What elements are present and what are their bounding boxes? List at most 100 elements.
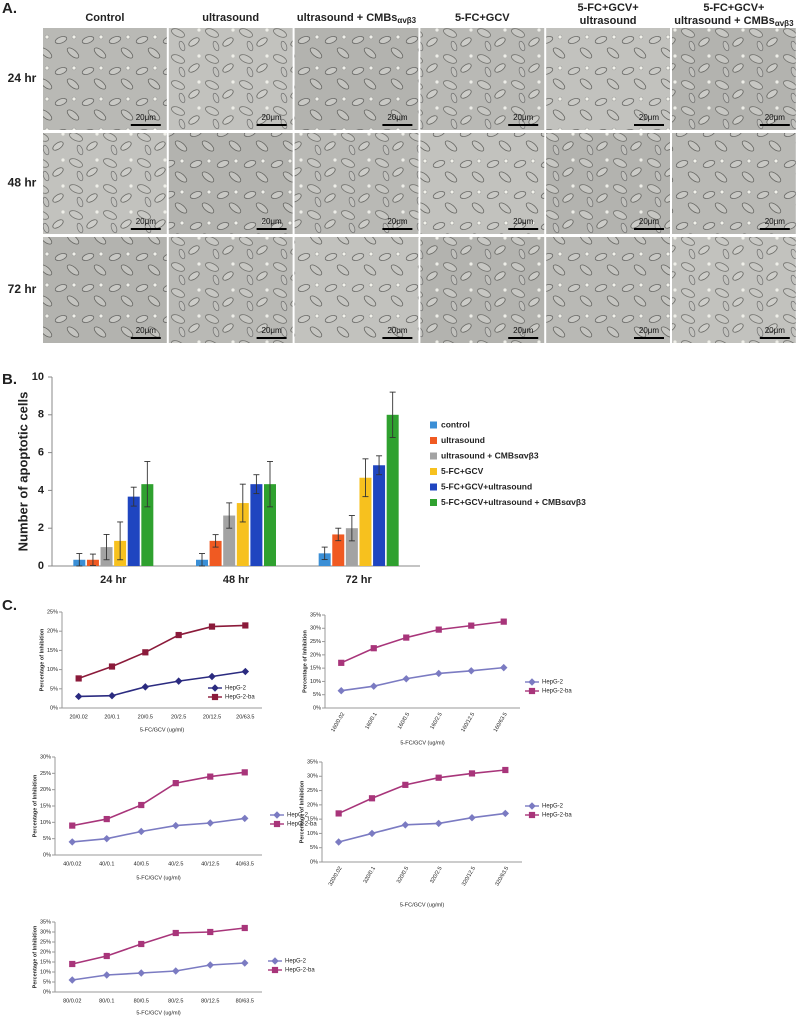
bar	[264, 484, 276, 566]
legend-swatch	[430, 437, 437, 444]
legend-label: HepG-2-ba	[287, 822, 317, 828]
micrograph-cells	[294, 28, 419, 130]
data-point	[500, 618, 507, 625]
row-label: 48 hr	[8, 176, 37, 190]
y-tick-label: 35%	[307, 759, 318, 765]
data-point	[138, 940, 145, 948]
header-text: ultrasound + CMBs	[297, 12, 398, 24]
scale-bar-label: 20μm	[262, 113, 283, 122]
y-tick-label: 20%	[40, 787, 51, 793]
column-header: ultrasound	[202, 12, 259, 24]
y-axis-label: Percentage of Inhibition	[302, 630, 308, 693]
y-tick-label: 10%	[310, 679, 321, 685]
x-tick-label: 160/63.5	[493, 712, 509, 734]
data-point	[338, 659, 345, 666]
x-tick-label: 80/0.02	[63, 998, 81, 1004]
panel-label: B.	[2, 371, 17, 388]
y-axis-label: Percentage of Inhibition	[32, 774, 38, 837]
data-point	[172, 929, 179, 937]
data-point	[108, 692, 116, 700]
column-header: ultrasound	[580, 15, 637, 27]
y-tick-label: 15%	[47, 648, 58, 654]
data-point	[402, 675, 410, 683]
header-text: 5-FC+GCV	[455, 12, 510, 24]
data-point	[103, 971, 111, 979]
scale-bar-label: 20μm	[387, 326, 408, 335]
data-point	[467, 667, 475, 675]
data-point	[103, 815, 110, 823]
y-tick-label: 5%	[43, 979, 51, 985]
legend-swatch	[430, 483, 437, 491]
x-tick-label: 160/0.1	[364, 712, 378, 731]
data-point	[241, 667, 250, 676]
data-point	[175, 631, 182, 639]
x-tick-label: 320/0.02	[328, 866, 344, 888]
data-point	[69, 822, 76, 829]
x-tick-label: 24 hr	[100, 574, 127, 586]
series-line	[72, 817, 245, 843]
y-axis-label: Number of apoptotic cells	[15, 392, 30, 552]
data-point	[68, 976, 76, 984]
x-tick-label: 80/2.5	[168, 998, 183, 1004]
legend-marker	[528, 802, 536, 810]
bar	[386, 414, 399, 566]
y-tick-label: 10%	[47, 667, 58, 673]
micrograph-cells	[672, 237, 796, 343]
data-point	[137, 827, 145, 836]
legend-label: 5-FC+GCV	[441, 466, 484, 476]
y-tick-label: 35%	[40, 919, 51, 925]
data-point	[468, 770, 476, 777]
legend-marker	[273, 811, 281, 819]
y-tick-label: 0%	[43, 852, 51, 858]
y-tick-label: 0%	[43, 989, 51, 995]
legend-label: HepG-2-ba	[542, 689, 572, 695]
y-tick-label: 5%	[313, 692, 321, 698]
error-bar	[389, 391, 396, 438]
data-point	[141, 683, 150, 691]
scale-bar-label: 20μm	[639, 326, 660, 335]
micrograph-cells	[672, 28, 796, 130]
legend-label: HepG-2-ba	[225, 695, 255, 701]
data-point	[502, 766, 509, 774]
scale-bar-label: 20μm	[639, 217, 660, 226]
y-tick-label: 0%	[313, 705, 321, 711]
error-bar	[321, 546, 328, 561]
y-tick-label: 5%	[310, 845, 318, 851]
y-tick-label: 0%	[50, 705, 58, 711]
x-tick-label: 20/12.5	[203, 714, 221, 720]
bar	[250, 484, 263, 566]
x-axis-label: 5-FC/GCV (ug/ml)	[140, 727, 184, 733]
y-tick-label: 35%	[310, 612, 321, 618]
x-tick-label: 20/2.5	[171, 714, 186, 720]
y-tick-label: 20%	[40, 949, 51, 955]
data-point	[208, 672, 216, 681]
data-point	[206, 819, 214, 827]
micrograph-cells	[294, 133, 419, 234]
legend-marker	[211, 693, 219, 701]
series-line	[78, 670, 246, 698]
panel-label: C.	[2, 597, 17, 614]
x-tick-label: 40/0.5	[134, 861, 149, 867]
column-header: ultrasound + CMBsαvβ3	[674, 15, 794, 28]
y-tick-label: 0%	[310, 859, 318, 865]
x-tick-label: 72 hr	[346, 574, 373, 586]
row-label: 72 hr	[8, 282, 37, 296]
x-axis-label: 5-FC/GCV (ug/ml)	[400, 740, 444, 746]
micrograph-cells	[43, 237, 167, 343]
x-tick-label: 160/0.5	[397, 712, 411, 731]
header-text: 5-FC+GCV+	[703, 2, 764, 14]
y-tick-label: 25%	[40, 939, 51, 945]
legend-marker	[271, 966, 279, 974]
x-tick-label: 80/63.5	[236, 998, 254, 1004]
data-point	[241, 924, 248, 932]
bar	[373, 465, 386, 566]
data-point	[370, 645, 377, 652]
error-bar	[226, 502, 233, 529]
x-axis-label: 5-FC/GCV (ug/ml)	[136, 875, 180, 881]
data-point	[501, 809, 510, 818]
data-point	[435, 626, 442, 633]
x-tick-label: 20/0.02	[69, 714, 87, 720]
micrograph-cells	[168, 237, 293, 343]
data-point	[108, 663, 116, 670]
data-point	[208, 623, 216, 630]
